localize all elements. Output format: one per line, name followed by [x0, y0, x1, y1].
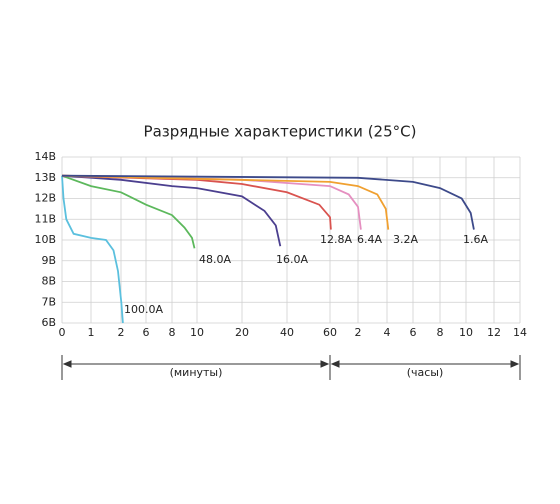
y-tick-label: 13В — [34, 171, 56, 184]
x-tick-label: 4 — [384, 326, 391, 339]
series-label: 3.2A — [393, 233, 418, 246]
x-tick-label: 0 — [59, 326, 66, 339]
series-label: 1.6A — [463, 233, 488, 246]
series-label: 48.0A — [199, 253, 231, 266]
series-label: 6.4A — [357, 233, 382, 246]
discharge-curve — [61, 174, 332, 230]
x-tick-label: 20 — [235, 326, 249, 339]
x-tick-label: 1 — [88, 326, 95, 339]
y-tick-label: 11В — [34, 212, 56, 225]
y-tick-label: 10В — [34, 233, 56, 246]
axis-annotation: (минуты) — [170, 366, 223, 379]
x-tick-label: 2 — [118, 326, 125, 339]
series-label: 100.0A — [124, 303, 163, 316]
x-tick-label: 10 — [190, 326, 204, 339]
discharge-curve — [61, 174, 196, 249]
x-tick-label: 6 — [143, 326, 150, 339]
x-tick-label: 14 — [513, 326, 527, 339]
axis-annotation: (часы) — [407, 366, 444, 379]
x-tick-label: 8 — [169, 326, 176, 339]
x-tick-label: 6 — [410, 326, 417, 339]
x-tick-label: 2 — [355, 326, 362, 339]
x-tick-label: 12 — [487, 326, 501, 339]
series-label: 12.8A — [320, 233, 352, 246]
x-tick-label: 40 — [280, 326, 294, 339]
y-tick-label: 7В — [41, 295, 56, 308]
axis-arrows — [61, 355, 521, 380]
series-label: 16.0A — [276, 253, 308, 266]
discharge-curve — [61, 174, 282, 247]
discharge-curve — [61, 174, 390, 230]
discharge-curve — [61, 175, 124, 324]
y-tick-label: 9В — [41, 254, 56, 267]
y-tick-label: 6В — [41, 316, 56, 329]
chart-title: Разрядные характеристики (25°C) — [144, 123, 417, 141]
x-tick-label: 10 — [459, 326, 473, 339]
y-tick-label: 12В — [34, 192, 56, 205]
x-tick-label: 60 — [323, 326, 337, 339]
y-tick-label: 14В — [34, 150, 56, 163]
y-tick-label: 8В — [41, 275, 56, 288]
x-tick-label: 8 — [437, 326, 444, 339]
discharge-curve — [61, 174, 475, 230]
